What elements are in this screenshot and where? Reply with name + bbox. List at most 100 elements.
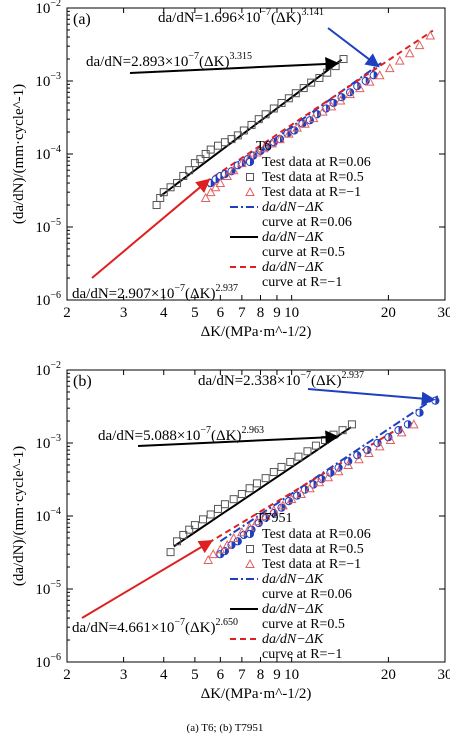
data-point [299,84,308,93]
y-tick-label: 10−6 [35,652,61,671]
data-point [267,138,278,148]
data-point [294,452,303,461]
data-point [345,89,355,99]
x-tick-label: 20 [381,667,396,683]
legend-label: Test data at R=−1 [262,557,361,572]
figure-canvas: 2 3 4 5 6 7 8 9 10 20 3010−610−510−410−310−2ΔK/(MP… [11,0,450,702]
legend-label: da/dN−ΔK [262,200,324,215]
data-point [284,94,293,103]
data-point [415,408,424,417]
data-point [185,166,194,175]
panel-label: (b) [73,373,92,390]
legend-label: curve at R=−1 [262,647,342,662]
annotation-arrow [91,178,211,279]
annotation-arrow [81,540,214,619]
data-point [220,500,229,509]
data-point [228,165,239,175]
data-point [374,70,385,80]
data-point [261,474,270,483]
x-tick-label: 30 [438,305,450,321]
data-point [384,63,395,73]
data-point [252,479,261,488]
y-tick-label: 10−5 [35,217,61,236]
data-point [315,73,324,82]
equation-annotation: da/dN=2.893×10−7(ΔK)3.315 [86,51,252,70]
legend-label: curve at R=−1 [262,275,342,290]
legend-label: curve at R=0.06 [262,587,352,602]
legend-label: da/dN−ΔK [262,260,324,275]
data-point [309,480,318,489]
data-point [333,466,344,476]
x-tick-label: 6 [217,667,225,683]
data-point [355,83,365,93]
legend-label: curve at R=0.5 [262,245,345,260]
data-point [237,527,247,537]
data-point [237,158,247,168]
chart-panel-a: 2 3 4 5 6 7 8 9 10 20 30 10−6 10−5 10−4 10−3 10−2 ΔK/(MP… [11,0,450,340]
data-point [278,500,288,510]
data-point [277,98,286,107]
data-point [206,510,215,519]
legend-label: da/dN−ΔK [262,632,324,647]
data-point [208,549,219,559]
data-point [374,441,385,451]
data-point [292,122,302,132]
data-point [229,495,238,504]
annotation-arrow [137,430,340,447]
y-tick-label: 10−4 [35,144,61,163]
data-point [179,171,188,180]
data-point [259,143,269,153]
data-point [290,126,299,135]
data-point [317,106,328,116]
legend-marker [246,545,254,553]
legend-label: curve at R=0.5 [262,617,345,632]
y-tick-label: 10−3 [35,71,61,90]
data-point [214,141,223,150]
data-point [237,490,246,499]
data-point [214,504,223,513]
data-point [239,126,248,135]
y-axis-label: (da/dN)/(mm·cycle^-1) [11,446,27,586]
legend-marker [245,558,255,568]
x-tick-label: 9 [273,667,281,683]
data-point [269,468,278,477]
x-tick-label: 2 [63,667,71,683]
equation-annotation: da/dN=5.088×10−7(ΔK)2.963 [98,425,264,444]
y-tick-label: 10−3 [35,433,61,452]
data-point [364,76,375,86]
x-tick-label: 6 [217,305,225,321]
equation-annotation: da/dN=2.338×10−7(ΔK)2.937 [198,370,364,389]
data-point [247,120,256,129]
data-point [215,177,226,188]
x-tick-label: 3 [120,305,128,321]
data-point [269,104,278,113]
legend-title: T7951 [256,511,293,526]
data-point [431,396,440,405]
data-point [354,454,364,464]
y-tick-label: 10−4 [35,506,61,525]
legend-label: Test data at R=0.06 [262,155,371,170]
data-point [277,462,286,471]
data-point [307,78,316,87]
data-point [394,55,405,65]
data-point [275,134,285,144]
data-point [425,30,436,40]
data-point [311,441,320,450]
fit-line [205,29,434,183]
x-tick-label: 4 [160,667,168,683]
x-tick-label: 10 [284,667,299,683]
data-point [396,427,407,437]
legend-marker [246,173,254,181]
legend-marker [245,529,255,539]
equation-annotation: da/dN=1.696×10−7(ΔK)3.141 [158,7,324,26]
data-point [286,494,297,504]
data-point [335,95,346,105]
legend-marker [245,157,255,167]
x-tick-label: 30 [438,667,450,683]
y-tick-label: 10−6 [35,290,61,309]
data-point [201,150,210,158]
data-point [245,484,254,493]
x-tick-label: 5 [191,667,199,683]
